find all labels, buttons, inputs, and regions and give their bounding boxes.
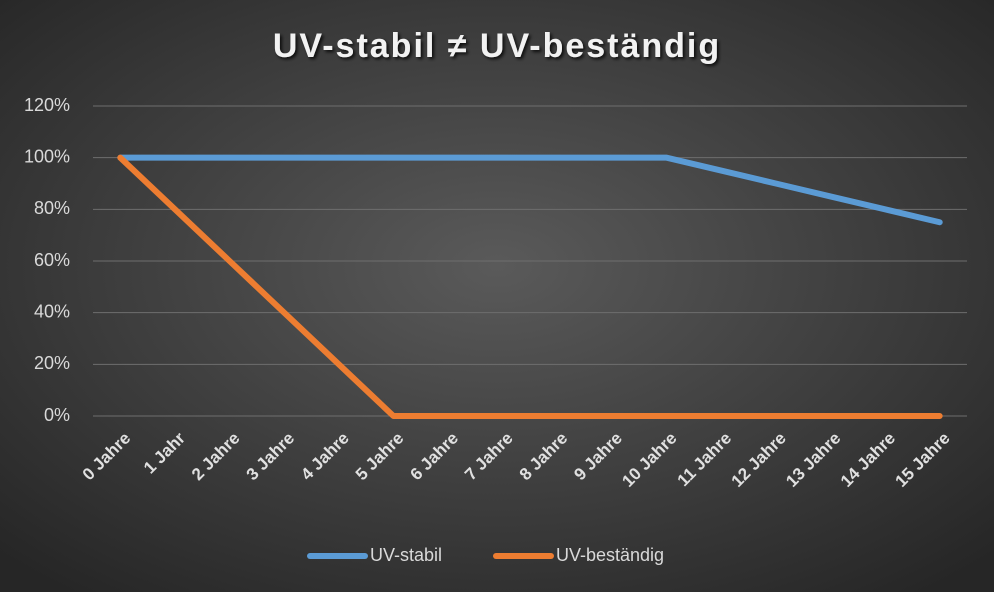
y-tick-label: 120% [24, 95, 70, 115]
series-line [117, 154, 943, 419]
chart-title: UV-stabil ≠ UV-beständig [273, 27, 721, 65]
y-tick-label: 100% [24, 146, 70, 166]
y-tick-label: 80% [34, 198, 70, 218]
y-tick-label: 60% [34, 250, 70, 270]
legend-label: UV-beständig [556, 545, 664, 565]
y-tick-label: 40% [34, 301, 70, 321]
y-tick-label: 20% [34, 353, 70, 373]
y-tick-label: 0% [44, 405, 70, 425]
legend-label: UV-stabil [370, 545, 442, 565]
series-line [117, 154, 943, 226]
